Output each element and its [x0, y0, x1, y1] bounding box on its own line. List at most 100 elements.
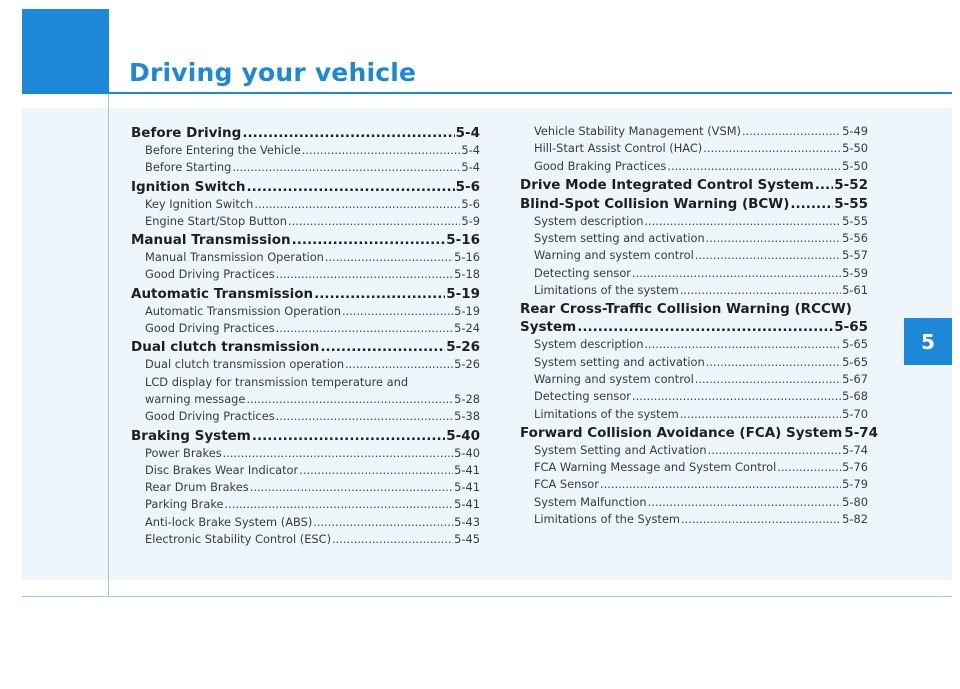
toc-subentry[interactable]: Warning and system control 5-67 — [520, 371, 868, 388]
toc-subentry[interactable]: Disc Brakes Wear Indicator 5-41 — [131, 462, 480, 479]
entry-label: Good Driving Practices — [145, 321, 275, 336]
toc-subentry[interactable]: Automatic Transmission Operation 5-19 — [131, 303, 480, 320]
toc-subentry[interactable]: System Setting and Activation 5-74 — [520, 442, 868, 459]
dot-leader — [681, 511, 841, 528]
page-number: 5-67 — [842, 371, 868, 386]
entry-label: Drive Mode Integrated Control System — [520, 176, 814, 193]
toc-section-entry[interactable]: Forward Collision Avoidance (FCA) System… — [520, 423, 878, 442]
page-number: 5-28 — [454, 391, 480, 406]
entry-label: Electronic Stability Control (ESC) — [145, 532, 332, 547]
dot-leader — [777, 459, 841, 476]
toc-subentry[interactable]: Warning and system control 5-57 — [520, 247, 868, 264]
toc-subentry[interactable]: Good Driving Practices 5-38 — [131, 408, 480, 425]
dot-leader — [703, 140, 841, 157]
dot-leader — [254, 196, 460, 213]
toc-subentry[interactable]: FCA Warning Message and System Control 5-… — [520, 459, 868, 476]
page-number: 5-16 — [454, 250, 480, 265]
dot-leader — [299, 462, 453, 479]
page-number: 5-16 — [446, 232, 480, 249]
page-number: 5-4 — [455, 125, 480, 141]
dot-leader — [648, 494, 842, 511]
dot-leader — [815, 176, 833, 194]
title-rule — [22, 92, 952, 94]
dot-leader — [632, 265, 841, 282]
page-number: 5-50 — [842, 141, 868, 156]
toc-subentry[interactable]: Power Brakes 5-40 — [131, 445, 480, 462]
dot-leader — [276, 320, 454, 337]
page-number: 5-19 — [454, 303, 480, 318]
entry-label: Warning and system control — [534, 248, 694, 263]
page-number: 5-82 — [842, 512, 868, 527]
toc-subentry[interactable]: System description 5-55 — [520, 213, 868, 230]
page-number: 5-57 — [842, 248, 868, 263]
toc-subentry[interactable]: LCD display for transmission temperature… — [131, 374, 480, 409]
page-number: 5-76 — [842, 460, 868, 475]
dot-leader — [292, 231, 446, 249]
page-number: 5-4 — [461, 160, 480, 175]
toc-subentry[interactable]: Before Entering the Vehicle 5-4 — [131, 142, 480, 159]
toc-subentry[interactable]: Key Ignition Switch 5-6 — [131, 196, 480, 213]
toc-section-entry[interactable]: Dual clutch transmission 5-26 — [131, 337, 480, 356]
page-number: 5-61 — [842, 283, 868, 298]
toc-subentry[interactable]: Vehicle Stability Management (VSM) 5-49 — [520, 123, 868, 140]
toc-subentry[interactable]: System setting and activation 5-56 — [520, 230, 868, 247]
dot-leader — [644, 213, 841, 230]
toc-subentry[interactable]: Detecting sensor 5-59 — [520, 265, 868, 282]
entry-label: Dual clutch transmission operation — [145, 357, 345, 372]
toc-section-entry[interactable]: Automatic Transmission 5-19 — [131, 284, 480, 303]
entry-label: Good Driving Practices — [145, 267, 275, 282]
toc-section-entry[interactable]: Ignition Switch 5-6 — [131, 177, 480, 196]
entry-label: Dual clutch transmission — [131, 339, 320, 356]
entry-label: Rear Drum Brakes — [145, 480, 249, 495]
toc-subentry[interactable]: System Malfunction 5-80 — [520, 494, 868, 511]
toc-subentry[interactable]: Detecting sensor 5-68 — [520, 388, 868, 405]
dot-leader — [250, 479, 453, 496]
entry-label: System Malfunction — [534, 494, 647, 509]
toc-section-entry[interactable]: Manual Transmission 5-16 — [131, 230, 480, 249]
dot-leader — [345, 356, 453, 373]
toc-subentry[interactable]: Hill-Start Assist Control (HAC) 5-50 — [520, 140, 868, 157]
entry-label: Braking System — [131, 427, 251, 444]
toc-subentry[interactable]: Before Starting 5-4 — [131, 159, 480, 176]
page-number: 5-59 — [842, 265, 868, 280]
toc-section-entry[interactable]: Braking System 5-40 — [131, 426, 480, 445]
toc-subentry[interactable]: Good Braking Practices 5-50 — [520, 158, 868, 175]
dot-leader — [320, 338, 445, 356]
page-number: 5-18 — [454, 267, 480, 282]
toc-subentry[interactable]: System description 5-65 — [520, 336, 868, 353]
page-number: 5-55 — [842, 213, 868, 228]
dot-leader — [577, 318, 833, 336]
toc-subentry[interactable]: FCA Sensor 5-79 — [520, 476, 868, 493]
page-title: Driving your vehicle — [129, 58, 417, 87]
chapter-tab[interactable]: 5 — [904, 318, 952, 365]
toc-subentry[interactable]: Parking Brake 5-41 — [131, 496, 480, 513]
toc-subentry[interactable]: Manual Transmission Operation 5-16 — [131, 249, 480, 266]
dot-leader — [600, 476, 841, 493]
toc-subentry[interactable]: System setting and activation 5-65 — [520, 354, 868, 371]
toc-subentry[interactable]: Limitations of the system 5-70 — [520, 406, 868, 423]
toc-subentry[interactable]: Anti-lock Brake System (ABS) 5-43 — [131, 514, 480, 531]
page-number: 5-19 — [446, 285, 480, 302]
toc-subentry[interactable]: Good Driving Practices 5-24 — [131, 320, 480, 337]
toc-subentry[interactable]: Limitations of the system 5-61 — [520, 282, 868, 299]
toc-section-entry[interactable]: Rear Cross-Traffic Collision Warning (RC… — [520, 299, 868, 336]
page-number: 5-26 — [454, 357, 480, 372]
toc-subentry[interactable]: Rear Drum Brakes 5-41 — [131, 479, 480, 496]
dot-leader — [342, 303, 453, 320]
page-number: 5-40 — [454, 445, 480, 460]
toc-subentry[interactable]: Electronic Stability Control (ESC) 5-45 — [131, 531, 480, 548]
entry-label: Blind-Spot Collision Warning (BCW) — [520, 195, 790, 212]
toc-column-right: Vehicle Stability Management (VSM) 5-49 Hi… — [520, 123, 878, 528]
toc-subentry[interactable]: Good Driving Practices 5-18 — [131, 266, 480, 283]
toc-subentry[interactable]: Dual clutch transmission operation 5-26 — [131, 356, 480, 373]
toc-section-entry[interactable]: Before Driving 5-4 — [131, 123, 480, 142]
toc-section-entry[interactable]: Drive Mode Integrated Control System 5-52 — [520, 175, 868, 194]
page-number: 5-74 — [844, 424, 879, 441]
dot-leader — [680, 406, 841, 423]
toc-subentry[interactable]: Engine Start/Stop Button 5-9 — [131, 213, 480, 230]
toc-section-entry[interactable]: Blind-Spot Collision Warning (BCW) 5-55 — [520, 194, 868, 213]
toc-subentry[interactable]: Limitations of the System 5-82 — [520, 511, 868, 528]
page-number: 5-9 — [461, 213, 480, 228]
entry-label: System Setting and Activation — [534, 442, 707, 457]
entry-label: Detecting sensor — [534, 265, 631, 280]
